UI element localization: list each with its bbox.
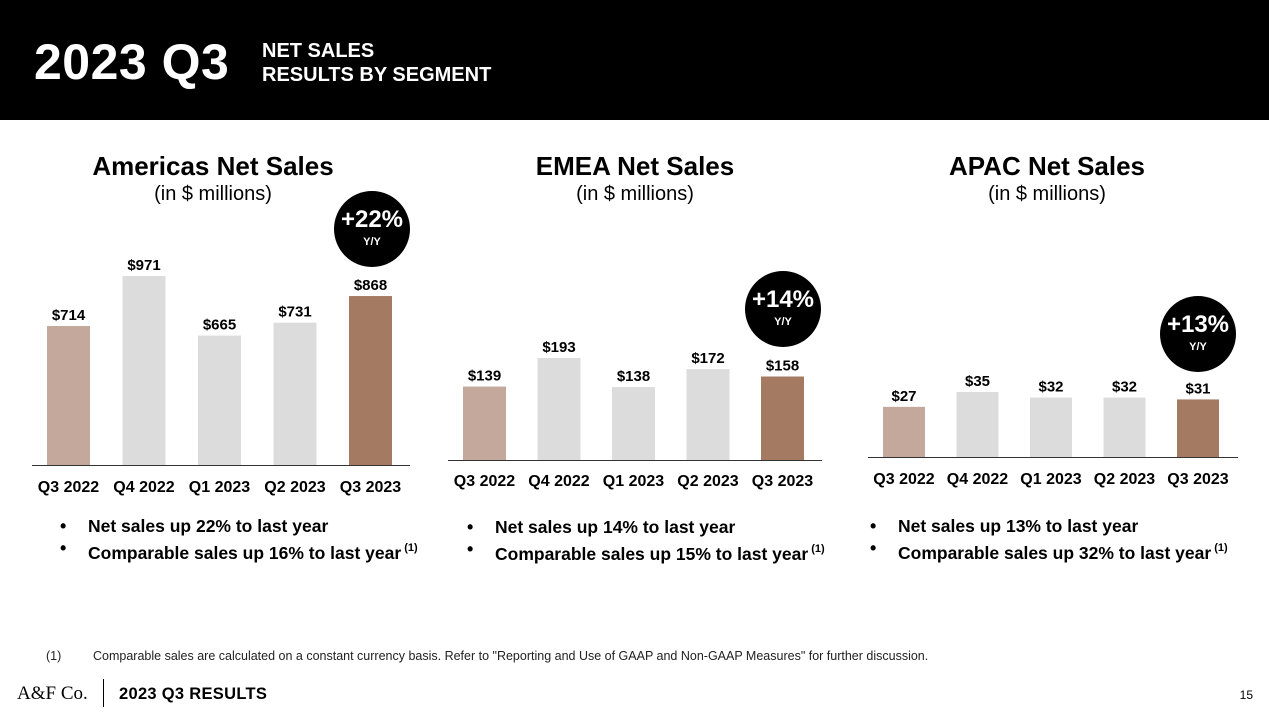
apac-bullets: Net sales up 13% to last year Comparable… — [870, 515, 1228, 564]
bullet-item: Net sales up 22% to last year — [60, 515, 418, 537]
bar — [956, 392, 999, 457]
category-label: Q1 2023 — [189, 479, 250, 496]
bullet-item: Comparable sales up 16% to last year(1) — [60, 537, 418, 564]
footer-title: 2023 Q3 RESULTS — [119, 685, 268, 703]
footnote-reference: (1) — [1214, 542, 1228, 554]
bar — [122, 276, 166, 465]
bar-value-label: $31 — [1185, 380, 1210, 397]
emea-bullets: Net sales up 14% to last year Comparable… — [467, 516, 825, 565]
page-title-period: 2023 Q3 — [34, 34, 230, 90]
growth-badge: +22% Y/Y — [334, 191, 410, 267]
bar-value-label: $139 — [468, 368, 501, 385]
bar — [463, 386, 506, 460]
footnote: (1) Comparable sales are calculated on a … — [46, 648, 928, 664]
bullet-item: Net sales up 13% to last year — [870, 515, 1228, 537]
growth-percent: +22% — [340, 206, 404, 233]
americas-bullets: Net sales up 22% to last year Comparable… — [60, 515, 418, 564]
bar-value-label: $731 — [278, 304, 311, 321]
category-label: Q3 2022 — [454, 473, 515, 490]
footnote-marker: (1) — [46, 649, 62, 663]
growth-percent: +14% — [751, 286, 815, 313]
footnote-reference: (1) — [404, 542, 418, 554]
title-banner: 2023 Q3 NET SALES RESULTS BY SEGMENT — [0, 0, 1269, 120]
bar — [1030, 397, 1072, 457]
category-label: Q1 2023 — [1020, 471, 1081, 488]
bar-value-label: $32 — [1038, 379, 1063, 396]
chart-title: EMEA Net Sales — [535, 151, 735, 181]
bar-value-label: $193 — [542, 339, 575, 356]
bar — [686, 369, 730, 460]
chart-title: APAC Net Sales — [948, 151, 1146, 181]
bar — [883, 406, 925, 457]
bar — [612, 387, 655, 460]
growth-period: Y/Y — [1189, 341, 1207, 353]
bar — [1177, 399, 1219, 457]
growth-period: Y/Y — [774, 316, 792, 328]
bar-value-label: $138 — [617, 368, 650, 385]
category-label: Q3 2022 — [38, 479, 99, 496]
chart-unit: (in $ millions) — [154, 183, 272, 205]
bullet-item: Comparable sales up 32% to last year(1) — [870, 537, 1228, 564]
growth-badge: +13% Y/Y — [1160, 296, 1236, 372]
category-label: Q1 2023 — [603, 473, 664, 490]
company-logo: A&F Co. — [17, 683, 88, 704]
bar-value-label: $714 — [52, 307, 86, 324]
bar-value-label: $27 — [891, 388, 916, 405]
bar-value-label: $665 — [203, 317, 236, 334]
bar — [1103, 397, 1146, 457]
category-label: Q3 2023 — [340, 479, 401, 496]
growth-percent: +13% — [1166, 311, 1230, 338]
bar — [761, 376, 804, 460]
bar-value-label: $158 — [766, 357, 799, 374]
page-number: 15 — [1239, 688, 1253, 702]
category-label: Q4 2022 — [528, 473, 589, 490]
category-label: Q2 2023 — [1094, 471, 1155, 488]
footnote-reference: (1) — [811, 543, 825, 555]
growth-period: Y/Y — [363, 236, 381, 248]
bar — [349, 296, 392, 465]
growth-badge: +14% Y/Y — [745, 271, 821, 347]
page-subtitle: NET SALES RESULTS BY SEGMENT — [262, 39, 491, 87]
bullet-item: Net sales up 14% to last year — [467, 516, 825, 538]
category-label: Q3 2022 — [873, 471, 934, 488]
page-subtitle-line-1: NET SALES — [262, 40, 375, 62]
bar — [47, 326, 90, 465]
bar-value-label: $868 — [354, 277, 387, 294]
chart-unit: (in $ millions) — [988, 183, 1106, 205]
category-label: Q2 2023 — [264, 479, 325, 496]
americas-panel: Americas Net Sales (in $ millions) $714 Q… — [32, 150, 410, 570]
footer-divider — [103, 679, 104, 707]
chart-unit: (in $ millions) — [576, 183, 694, 205]
emea-panel: EMEA Net Sales (in $ millions) $139 Q3 20… — [448, 150, 822, 570]
category-label: Q2 2023 — [677, 473, 738, 490]
bar — [198, 335, 241, 465]
chart-title: Americas Net Sales — [92, 151, 334, 181]
bar — [273, 322, 317, 465]
footnote-text: Comparable sales are calculated on a con… — [93, 649, 929, 663]
category-label: Q3 2023 — [1167, 471, 1228, 488]
bar — [537, 358, 581, 460]
category-label: Q4 2022 — [947, 471, 1008, 488]
americas-bar-chart: $714 Q3 2022 $971 Q4 2022 $665 Q1 2023 $731 Q2 … — [32, 257, 410, 496]
apac-panel: APAC Net Sales (in $ millions) $27 Q3 202… — [868, 150, 1238, 570]
bullet-item: Comparable sales up 15% to last year(1) — [467, 538, 825, 565]
page-subtitle-line-2: RESULTS BY SEGMENT — [262, 64, 492, 86]
bar-value-label: $971 — [127, 257, 160, 274]
emea-bar-chart: $139 Q3 2022 $193 Q4 2022 $138 Q1 2023 $172 Q2 … — [448, 339, 822, 490]
bar-value-label: $35 — [965, 373, 990, 390]
bar-value-label: $172 — [691, 350, 724, 367]
category-label: Q3 2023 — [752, 473, 813, 490]
bar-value-label: $32 — [1112, 379, 1137, 396]
category-label: Q4 2022 — [113, 479, 174, 496]
apac-bar-chart: $27 Q3 2022 $35 Q4 2022 $32 Q1 2023 $32 Q2 2023… — [868, 373, 1238, 488]
